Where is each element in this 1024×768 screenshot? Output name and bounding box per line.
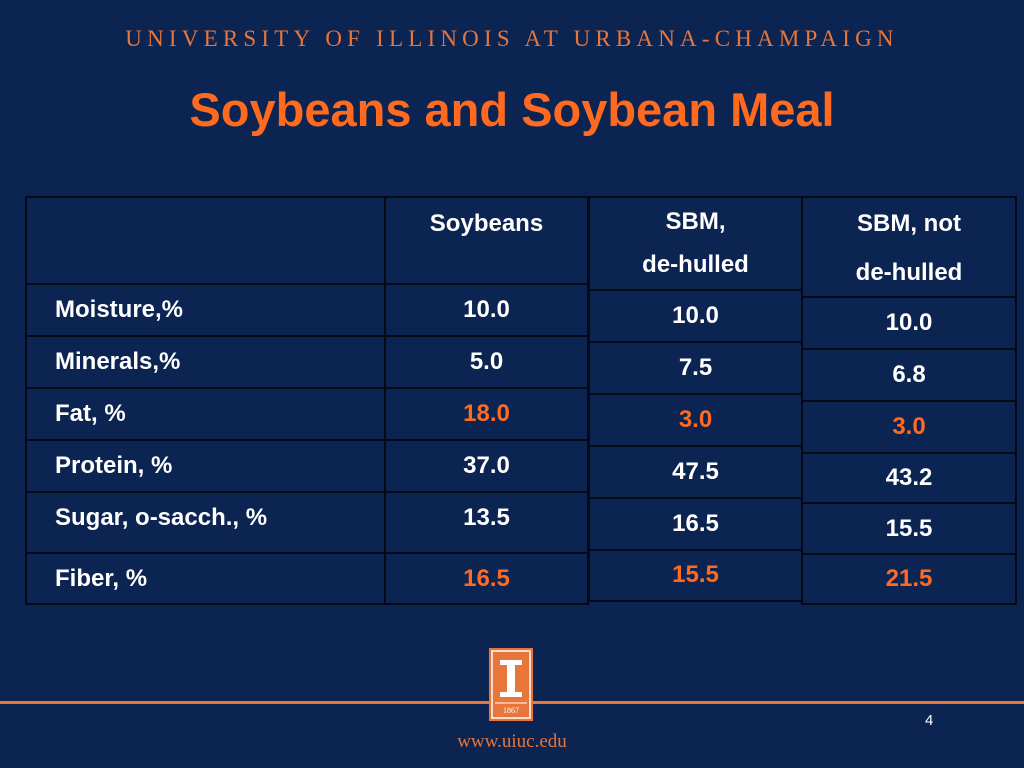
header-sbm-not-dehulled-line2: de-hulled <box>855 259 963 286</box>
soybeans-protein: 37.0 <box>463 452 510 479</box>
header-soybeans: Soybeans <box>429 210 544 237</box>
row-label-sugar: Sugar, o-sacch., % <box>55 504 268 531</box>
sbm-not-dehulled-minerals: 6.8 <box>892 361 926 388</box>
soybeans-sugar: 13.5 <box>463 504 510 531</box>
row-label-minerals: Minerals,% <box>55 348 181 375</box>
row-label-protein: Protein, % <box>55 452 173 479</box>
sbm-dehulled-moisture: 10.0 <box>672 302 719 329</box>
table-soybeans: Soybeans Moisture,% 10.0 Minerals,% 5.0 … <box>25 196 589 605</box>
table-sbm-dehulled: SBM, de-hulled 10.0 7.5 3.0 47.5 16.5 15… <box>588 196 803 602</box>
sbm-not-dehulled-sugar: 15.5 <box>885 514 933 542</box>
header-empty <box>27 198 384 283</box>
sbm-not-dehulled-protein: 43.2 <box>885 464 933 491</box>
table-sbm-not-dehulled: SBM, not de-hulled 10.0 6.8 3.0 43.2 15.… <box>801 196 1017 605</box>
logo-year: 1867 <box>503 706 519 715</box>
footer-url[interactable]: www.uiuc.edu <box>457 731 567 752</box>
header-sbm-dehulled-line1: SBM, <box>665 208 726 235</box>
slide-title: Soybeans and Soybean Meal <box>189 83 835 136</box>
sbm-not-dehulled-fiber: 21.5 <box>885 565 933 592</box>
header-sbm-not-dehulled-line1: SBM, not <box>857 210 961 237</box>
soybeans-fiber: 16.5 <box>463 565 510 592</box>
soybeans-fat: 18.0 <box>463 400 510 427</box>
sbm-dehulled-protein: 47.5 <box>672 458 719 485</box>
sbm-not-dehulled-moisture: 10.0 <box>885 309 933 336</box>
soybeans-minerals: 5.0 <box>469 348 504 375</box>
row-label-fat: Fat, % <box>55 400 126 427</box>
sbm-not-dehulled-fat: 3.0 <box>892 413 926 440</box>
sbm-dehulled-fat: 3.0 <box>678 406 713 433</box>
row-label-moisture: Moisture,% <box>55 296 184 323</box>
header-sbm-dehulled-line2: de-hulled <box>642 251 749 278</box>
university-logo-icon: 1867 <box>489 648 533 721</box>
row-label-fiber: Fiber, % <box>55 565 148 592</box>
university-header: UNIVERSITY OF ILLINOIS AT URBANA-CHAMPAI… <box>125 26 899 51</box>
sbm-dehulled-minerals: 7.5 <box>678 354 713 381</box>
sbm-dehulled-sugar: 16.5 <box>672 510 719 537</box>
soybeans-moisture: 10.0 <box>463 296 510 323</box>
page-number: 4 <box>925 712 934 729</box>
sbm-dehulled-fiber: 15.5 <box>672 561 719 588</box>
